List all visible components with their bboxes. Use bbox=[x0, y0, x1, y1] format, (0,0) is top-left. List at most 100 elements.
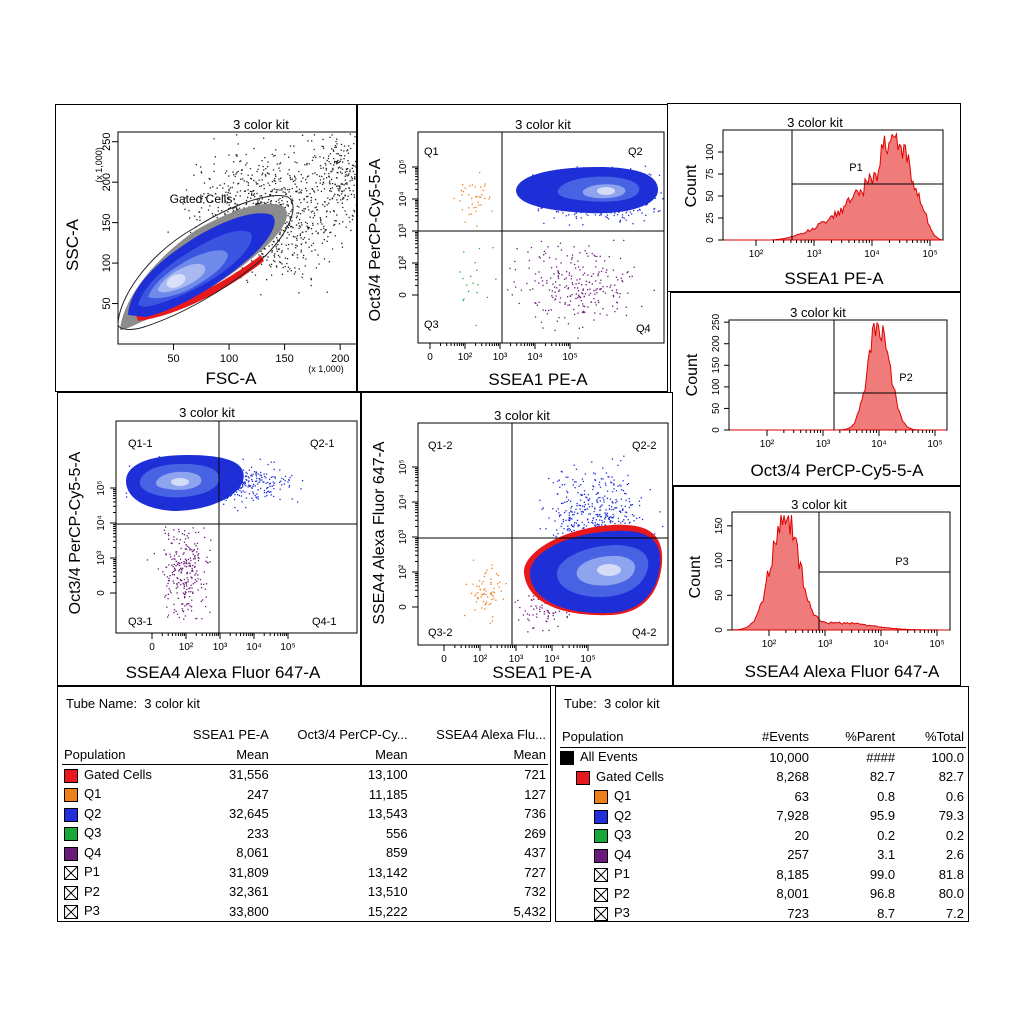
event-dot bbox=[569, 304, 571, 306]
event-dot bbox=[293, 145, 295, 147]
event-dot bbox=[284, 153, 286, 155]
table-row[interactable]: Q3 20 0.2 0.2 bbox=[560, 826, 966, 846]
event-dot bbox=[481, 607, 483, 609]
ssea4-oct-plot-panel[interactable]: 3 color kit Q1-1 Q2-1 Q3-1 Q4-1 Oct3/4 P… bbox=[57, 392, 361, 686]
event-dot bbox=[219, 184, 221, 186]
parent-value: 96.8 bbox=[869, 886, 896, 902]
event-dot bbox=[542, 284, 544, 287]
event-dot bbox=[286, 201, 288, 203]
event-dot bbox=[464, 614, 466, 617]
event-dot bbox=[584, 509, 586, 511]
gate-label: Gated Cells bbox=[170, 192, 233, 206]
event-dot bbox=[257, 202, 259, 204]
table-row[interactable]: Q3 233 556 269 bbox=[62, 824, 548, 844]
event-dot bbox=[567, 525, 569, 527]
event-dot bbox=[621, 273, 624, 275]
event-dot bbox=[613, 239, 615, 241]
event-dot bbox=[304, 208, 307, 210]
event-dot bbox=[185, 561, 187, 563]
event-dot bbox=[243, 482, 245, 484]
event-dot bbox=[557, 493, 559, 495]
hist-p1-panel[interactable]: 3 color kit P1 Count SSEA1 PE-A 0 25 50 75 1… bbox=[667, 103, 961, 292]
event-dot bbox=[339, 185, 341, 187]
event-dot bbox=[624, 515, 626, 517]
event-dot bbox=[238, 494, 240, 497]
tube-name-value: 3 color kit bbox=[144, 696, 200, 711]
table-row[interactable]: P3 723 8.7 7.2 bbox=[560, 904, 966, 921]
event-dot bbox=[323, 227, 325, 230]
event-dot bbox=[308, 238, 310, 240]
table-row[interactable]: Gated Cells 31,556 13,100 721 bbox=[62, 765, 548, 785]
event-dot bbox=[553, 273, 555, 275]
fsc-ssc-plot-panel[interactable]: 3 color kit Gated Cells SSC-A (x 1,000) … bbox=[55, 104, 357, 392]
event-dot bbox=[595, 493, 597, 495]
event-dot bbox=[310, 199, 312, 201]
table-row[interactable]: P2 32,361 13,510 732 bbox=[62, 882, 548, 902]
gated-cells-gate[interactable] bbox=[117, 195, 294, 330]
ssea1-ssea4-plot-panel[interactable]: 3 color kit Q1-2 Q2-2 Q3-2 Q4-2 SSEA4 Al… bbox=[361, 392, 673, 686]
event-dot bbox=[254, 195, 256, 198]
table-row[interactable]: Gated Cells 8,268 82.7 82.7 bbox=[560, 767, 966, 787]
hist-p3-panel[interactable]: 3 color kit P3 Count SSEA4 Alexa Fluor 6… bbox=[673, 486, 961, 686]
event-dot bbox=[295, 178, 297, 180]
event-dot bbox=[595, 514, 597, 516]
event-dot bbox=[287, 481, 289, 483]
event-dot bbox=[247, 486, 249, 488]
event-dot bbox=[640, 497, 642, 499]
event-dot bbox=[526, 613, 529, 615]
table-row[interactable]: P3 33,800 15,222 5,432 bbox=[62, 902, 548, 922]
table-row[interactable]: Q1 63 0.8 0.6 bbox=[560, 787, 966, 807]
event-dot bbox=[316, 202, 319, 205]
event-dot bbox=[333, 210, 335, 213]
event-dot bbox=[205, 196, 207, 199]
table-row[interactable]: Q4 8,061 859 437 bbox=[62, 843, 548, 863]
event-dot bbox=[527, 631, 529, 633]
event-dot bbox=[253, 483, 255, 486]
event-dot bbox=[570, 500, 572, 502]
table-row[interactable]: Q2 7,928 95.9 79.3 bbox=[560, 806, 966, 826]
event-dot bbox=[478, 204, 480, 206]
hist-p2-panel[interactable]: 3 color kit P2 Count Oct3/4 PerCP-Cy5-5-… bbox=[670, 292, 961, 486]
table-row[interactable]: Q2 32,645 13,543 736 bbox=[62, 804, 548, 824]
event-dot bbox=[584, 504, 586, 506]
event-dot bbox=[326, 211, 328, 213]
event-dot bbox=[624, 522, 626, 524]
event-dot bbox=[592, 517, 595, 519]
event-dot bbox=[336, 199, 338, 201]
event-dot bbox=[577, 524, 579, 526]
event-dot bbox=[538, 301, 540, 303]
event-dot bbox=[287, 173, 289, 175]
event-dot bbox=[583, 527, 585, 529]
event-dot bbox=[337, 162, 340, 164]
table-row[interactable]: Q1 247 11,185 127 bbox=[62, 785, 548, 805]
event-dot bbox=[618, 211, 620, 213]
table-row[interactable]: P1 31,809 13,142 727 bbox=[62, 863, 548, 883]
event-dot bbox=[484, 588, 486, 590]
x-tick-label: 10⁵ bbox=[580, 654, 595, 665]
table-row[interactable]: Q4 257 3.1 2.6 bbox=[560, 845, 966, 865]
event-dot bbox=[271, 250, 273, 252]
event-dot bbox=[595, 304, 597, 306]
parent-value: 82.7 bbox=[869, 769, 896, 785]
table-row[interactable]: All Events 10,000 #### 100.0 bbox=[560, 747, 966, 767]
event-dot bbox=[568, 274, 571, 276]
event-dot bbox=[307, 206, 309, 208]
event-dot bbox=[168, 588, 170, 590]
ssea1-oct-plot-panel[interactable]: 3 color kit Q1 Q2 Q3 Q4 Oct3/4 PerCP-Cy5… bbox=[357, 104, 668, 392]
event-dot bbox=[340, 143, 343, 146]
event-dot bbox=[604, 292, 606, 294]
event-dot bbox=[530, 605, 532, 607]
event-dot bbox=[217, 210, 219, 212]
event-dot bbox=[593, 319, 595, 321]
event-dot bbox=[336, 153, 338, 155]
event-dot bbox=[612, 305, 614, 307]
table-row[interactable]: P1 8,185 99.0 81.8 bbox=[560, 865, 966, 885]
event-dot bbox=[548, 517, 550, 519]
event-dot bbox=[272, 169, 275, 171]
event-dot bbox=[213, 170, 215, 173]
table-row[interactable]: P2 8,001 96.8 80.0 bbox=[560, 884, 966, 904]
event-dot bbox=[346, 183, 348, 185]
event-dot bbox=[177, 562, 179, 564]
event-dot bbox=[284, 227, 286, 229]
